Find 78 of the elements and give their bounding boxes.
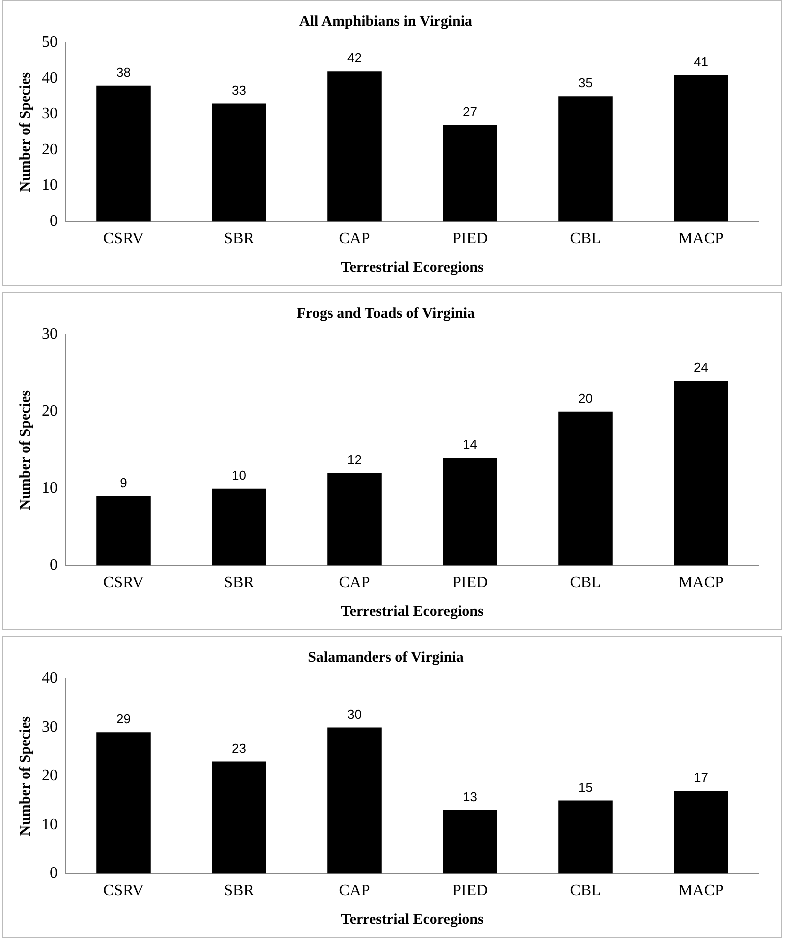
y-tick-label: 20	[42, 768, 58, 785]
y-tick-label: 0	[50, 213, 58, 230]
bar	[558, 412, 613, 566]
x-tick-label: CBL	[570, 882, 602, 900]
data-label: 14	[463, 437, 478, 452]
data-label: 9	[120, 476, 128, 491]
y-tick-label: 40	[42, 670, 58, 688]
bar	[212, 488, 266, 566]
x-tick-label: SBR	[224, 882, 255, 900]
y-tick-label: 10	[42, 480, 58, 498]
x-axis-title: Terrestrial Ecoregions	[341, 912, 484, 928]
bar	[212, 762, 266, 874]
data-label: 42	[348, 50, 362, 66]
y-tick-label: 30	[42, 326, 58, 344]
bar	[674, 75, 728, 222]
bar	[96, 496, 151, 566]
y-tick-label: 50	[42, 34, 58, 52]
bar	[443, 810, 498, 874]
data-label: 38	[116, 64, 131, 80]
y-tick-label: 10	[42, 816, 58, 834]
x-tick-label: PIED	[452, 230, 488, 248]
y-tick-label: 30	[42, 718, 58, 736]
bar	[443, 125, 498, 222]
x-tick-label: CAP	[339, 882, 370, 900]
data-label: 12	[348, 452, 362, 468]
x-tick-label: MACP	[678, 574, 724, 592]
x-tick-label: MACP	[678, 230, 724, 248]
x-tick-label: CSRV	[103, 882, 144, 900]
bar	[96, 732, 151, 874]
x-tick-label: SBR	[224, 574, 255, 592]
bar	[96, 86, 151, 222]
x-tick-label: SBR	[224, 230, 255, 248]
y-axis-title: Number of Species	[18, 72, 34, 192]
data-label: 10	[232, 468, 246, 483]
x-tick-label: CBL	[570, 574, 602, 592]
chart-title: All Amphibians in Virginia	[300, 14, 473, 30]
chart-title: Frogs and Toads of Virginia	[296, 306, 476, 322]
data-label: 30	[348, 706, 362, 722]
x-tick-label: CAP	[339, 574, 370, 592]
data-label: 35	[578, 76, 593, 91]
x-tick-label: MACP	[678, 882, 724, 900]
bar	[328, 72, 382, 222]
data-label: 29	[116, 712, 131, 727]
y-axis-title: Number of Species	[18, 390, 34, 510]
bar	[674, 791, 728, 874]
data-label: 23	[232, 740, 246, 756]
bar	[558, 800, 613, 874]
y-tick-label: 20	[42, 403, 58, 420]
data-label: 15	[578, 780, 593, 795]
x-tick-label: PIED	[452, 574, 488, 592]
x-tick-label: CSRV	[103, 230, 144, 248]
data-label: 27	[463, 104, 478, 120]
y-tick-label: 0	[50, 557, 58, 574]
x-tick-label: PIED	[452, 882, 488, 900]
bar	[558, 96, 613, 222]
y-tick-label: 0	[50, 865, 58, 882]
x-axis-title: Terrestrial Ecoregions	[341, 260, 484, 276]
data-label: 33	[232, 82, 246, 98]
x-axis-title: Terrestrial Ecoregions	[341, 604, 484, 620]
data-label: 41	[694, 54, 708, 70]
x-tick-label: CBL	[570, 230, 602, 248]
chart-title: Salamanders of Virginia	[308, 650, 464, 666]
y-axis-title: Number of Species	[18, 716, 34, 836]
bar	[674, 381, 728, 566]
y-tick-label: 40	[42, 70, 58, 87]
y-tick-label: 10	[42, 177, 58, 194]
data-label: 24	[694, 360, 708, 376]
x-tick-label: CAP	[339, 230, 370, 248]
bar	[443, 458, 498, 566]
bar	[328, 473, 382, 566]
y-tick-label: 20	[42, 141, 58, 158]
y-tick-label: 30	[42, 106, 58, 123]
bar	[212, 104, 266, 222]
data-label: 13	[463, 790, 478, 805]
data-label: 17	[694, 770, 708, 786]
bar	[328, 728, 382, 874]
data-label: 20	[578, 391, 593, 406]
x-tick-label: CSRV	[103, 574, 144, 592]
